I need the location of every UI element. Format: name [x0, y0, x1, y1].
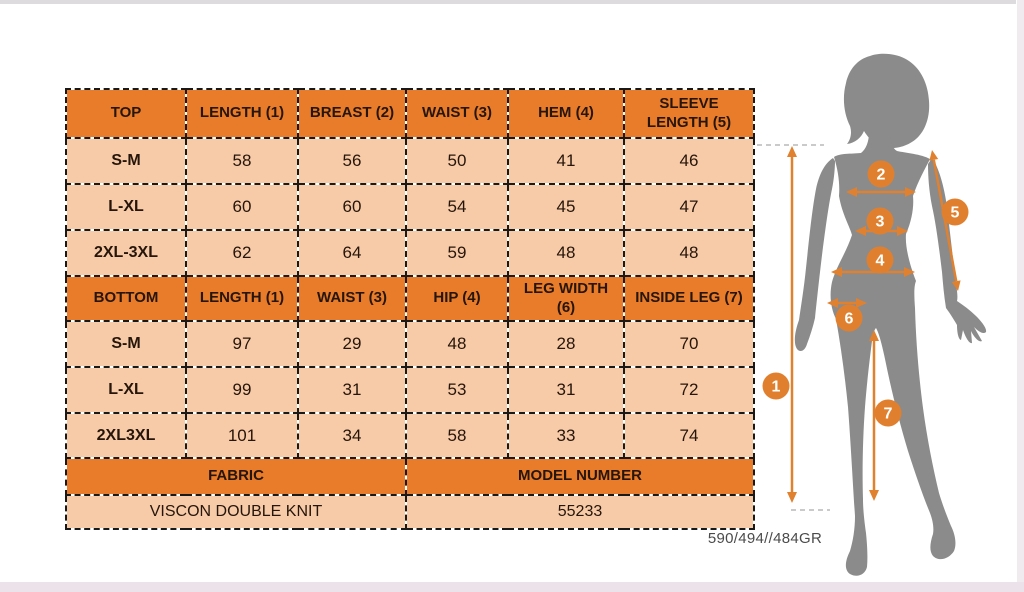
model-number-value-cell: 55233	[405, 494, 755, 530]
value-cell: 48	[507, 229, 625, 277]
header-cell-leg-width: LEG WIDTH (6)	[507, 275, 625, 322]
value-cell: 45	[507, 183, 625, 231]
value-cell: 50	[405, 137, 509, 185]
table-row: S-M 58 56 50 41 46	[65, 137, 755, 185]
measurement-marker-4: 4	[866, 246, 894, 274]
value-cell: 28	[507, 320, 625, 368]
size-cell: 2XL-3XL	[65, 229, 187, 277]
header-cell-hem: HEM (4)	[507, 88, 625, 139]
value-cell: 33	[507, 412, 625, 459]
size-cell: L-XL	[65, 366, 187, 414]
header-cell-waist: WAIST (3)	[405, 88, 509, 139]
value-cell: 31	[297, 366, 407, 414]
header-cell-length: LENGTH (1)	[185, 88, 299, 139]
silhouette-torso-legs	[830, 132, 956, 576]
value-cell: 56	[297, 137, 407, 185]
value-cell: 60	[185, 183, 299, 231]
size-cell: 2XL3XL	[65, 412, 187, 459]
header-cell-inside-leg: INSIDE LEG (7)	[623, 275, 755, 322]
value-cell: 58	[405, 412, 509, 459]
value-cell: 48	[405, 320, 509, 368]
table-row: S-M 97 29 48 28 70	[65, 320, 755, 368]
value-cell: 64	[297, 229, 407, 277]
size-cell: S-M	[65, 320, 187, 368]
value-cell: 46	[623, 137, 755, 185]
right-edge-strip	[1016, 0, 1024, 592]
measurement-arrow-1	[787, 146, 797, 503]
header-cell-sleeve-length: SLEEVE LENGTH (5)	[623, 88, 755, 139]
silhouette-right-arm	[928, 158, 987, 344]
value-cell: 31	[507, 366, 625, 414]
value-cell: 53	[405, 366, 509, 414]
header-cell-waist: WAIST (3)	[297, 275, 407, 322]
table-row: L-XL 60 60 54 45 47	[65, 183, 755, 231]
table-row: L-XL 99 31 53 31 72	[65, 366, 755, 414]
bottom-header-row: BOTTOM LENGTH (1) WAIST (3) HIP (4) LEG …	[65, 275, 755, 322]
header-cell-bottom: BOTTOM	[65, 275, 187, 322]
bottom-edge-strip	[0, 582, 1024, 592]
value-cell: 72	[623, 366, 755, 414]
header-cell-length: LENGTH (1)	[185, 275, 299, 322]
footer-header-row: FABRIC MODEL NUMBER	[65, 457, 755, 496]
top-header-row: TOP LENGTH (1) BREAST (2) WAIST (3) HEM …	[65, 88, 755, 139]
table-row: 2XL3XL 101 34 58 33 74	[65, 412, 755, 459]
value-cell: 29	[297, 320, 407, 368]
woman-silhouette	[794, 53, 987, 576]
body-measurement-figure: 1 2 3 4 5 6 7	[757, 53, 987, 576]
value-cell: 41	[507, 137, 625, 185]
value-cell: 59	[405, 229, 509, 277]
silhouette-head	[843, 53, 930, 149]
svg-text:7: 7	[884, 406, 893, 423]
guide-lines	[757, 144, 830, 511]
svg-text:4: 4	[876, 253, 885, 270]
header-cell-hip: HIP (4)	[405, 275, 509, 322]
value-cell: 58	[185, 137, 299, 185]
measurement-arrow-2	[846, 187, 916, 197]
measurement-marker-6: 6	[835, 304, 863, 332]
value-cell: 60	[297, 183, 407, 231]
measurement-arrow-6	[827, 298, 867, 308]
value-cell: 74	[623, 412, 755, 459]
style-code-footnote: 590/494//484GR	[707, 530, 823, 547]
header-cell-breast: BREAST (2)	[297, 88, 407, 139]
value-cell: 99	[185, 366, 299, 414]
measurement-markers: 1 2 3 4 5 6 7	[762, 160, 969, 427]
value-cell: 34	[297, 412, 407, 459]
value-cell: 101	[185, 412, 299, 459]
measurement-arrow-4	[831, 267, 915, 277]
header-cell-model-number: MODEL NUMBER	[405, 457, 755, 496]
svg-text:2: 2	[877, 167, 886, 184]
measurement-marker-7: 7	[874, 399, 902, 427]
value-cell: 97	[185, 320, 299, 368]
value-cell: 48	[623, 229, 755, 277]
svg-text:3: 3	[876, 214, 885, 231]
silhouette-left-arm	[794, 158, 835, 352]
footer-value-row: VISCON DOUBLE KNIT 55233	[65, 494, 755, 530]
measurement-arrow-7	[869, 330, 879, 501]
svg-text:5: 5	[951, 205, 960, 222]
svg-text:6: 6	[845, 311, 854, 328]
value-cell: 54	[405, 183, 509, 231]
size-chart-table: TOP LENGTH (1) BREAST (2) WAIST (3) HEM …	[65, 88, 755, 530]
header-cell-top: TOP	[65, 88, 187, 139]
size-cell: S-M	[65, 137, 187, 185]
measurement-marker-1: 1	[762, 372, 790, 400]
svg-text:1: 1	[772, 379, 781, 396]
value-cell: 62	[185, 229, 299, 277]
top-edge-strip	[0, 0, 1024, 4]
measurement-marker-5: 5	[941, 198, 969, 226]
table-row: 2XL-3XL 62 64 59 48 48	[65, 229, 755, 277]
measurement-marker-3: 3	[866, 207, 894, 235]
measurement-marker-2: 2	[867, 160, 895, 188]
size-cell: L-XL	[65, 183, 187, 231]
fabric-value-cell: VISCON DOUBLE KNIT	[65, 494, 407, 530]
header-cell-fabric: FABRIC	[65, 457, 407, 496]
value-cell: 47	[623, 183, 755, 231]
value-cell: 70	[623, 320, 755, 368]
